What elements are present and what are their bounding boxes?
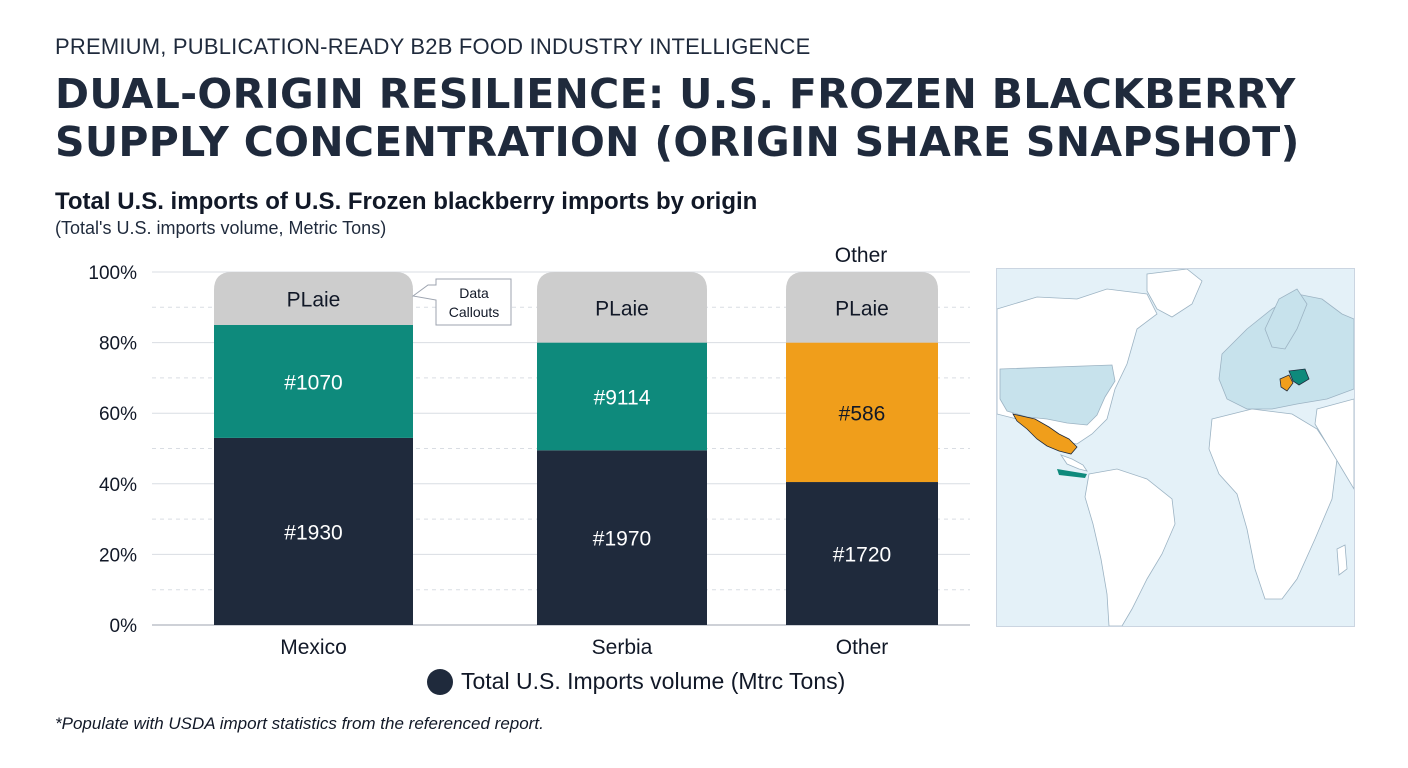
bar-segment: [786, 272, 938, 343]
africa: [1208, 408, 1338, 600]
data-label: PLaie: [287, 288, 341, 311]
central-america: [1059, 454, 1088, 472]
mexico: [1012, 413, 1078, 455]
legend-label: Total U.S. Imports volume (Mtrc Tons): [461, 668, 846, 694]
y-tick-label: 0%: [110, 616, 138, 637]
legend-swatch: [427, 668, 453, 695]
data-label: PLaie: [595, 297, 649, 320]
scandinavia: [1264, 288, 1308, 350]
romania: [1288, 368, 1310, 386]
eyebrow-text: PREMIUM, PUBLICATION-READY B2B FOOD INDU…: [55, 34, 811, 59]
callout-label: Data: [459, 285, 489, 301]
middle-east: [1314, 398, 1354, 490]
y-tick-label: 80%: [99, 334, 137, 355]
greenland: [1146, 269, 1203, 318]
data-label: #1070: [284, 371, 342, 394]
data-label: #586: [839, 402, 886, 425]
other-annotation: Other: [835, 244, 888, 267]
usa: [999, 364, 1116, 426]
south-america: [1084, 468, 1176, 626]
data-label: PLaie: [835, 297, 889, 320]
central-america-accent: [1057, 469, 1087, 478]
data-label: #1930: [284, 521, 342, 544]
data-label: #9114: [594, 386, 651, 409]
page-title: DUAL-ORIGIN RESILIENCE: U.S. FROZEN BLAC…: [55, 70, 1300, 166]
serbia: [1279, 374, 1294, 392]
bar-segment: [214, 437, 413, 625]
bar-segment: [786, 342, 938, 483]
x-tick-label: Other: [836, 636, 889, 659]
x-tick-label: Mexico: [280, 636, 347, 659]
y-tick-label: 40%: [99, 475, 137, 496]
footnote: *Populate with USDA import statistics fr…: [55, 714, 544, 733]
data-callout: Data Callouts: [411, 278, 512, 326]
callout-label: Callouts: [449, 304, 500, 320]
chart-title: Total U.S. imports of U.S. Frozen blackb…: [55, 188, 758, 215]
data-label: #1970: [593, 528, 651, 551]
chart-subtitle: (Total's U.S. imports volume, Metric Ton…: [55, 218, 387, 238]
y-tick-label: 100%: [88, 263, 137, 284]
bar-segment: [214, 272, 413, 325]
bar-segment: [537, 342, 707, 451]
y-tick-label: 20%: [99, 545, 137, 566]
data-label: #1720: [833, 544, 891, 567]
y-tick-label: 60%: [99, 404, 137, 425]
x-tick-label: Serbia: [592, 636, 653, 659]
legend: Total U.S. Imports volume (Mtrc Tons): [427, 668, 845, 695]
madagascar: [1336, 544, 1348, 576]
world-map: [996, 268, 1355, 627]
stacked-bar-chart: 0% 20% 40% 60% 80% 100% #1930 #1070 PLaie Mexico…: [88, 244, 970, 659]
bar-segment: [537, 450, 707, 625]
bar-segment: [537, 272, 707, 343]
bar-segment: [214, 324, 413, 438]
bar-segment: [786, 482, 938, 625]
